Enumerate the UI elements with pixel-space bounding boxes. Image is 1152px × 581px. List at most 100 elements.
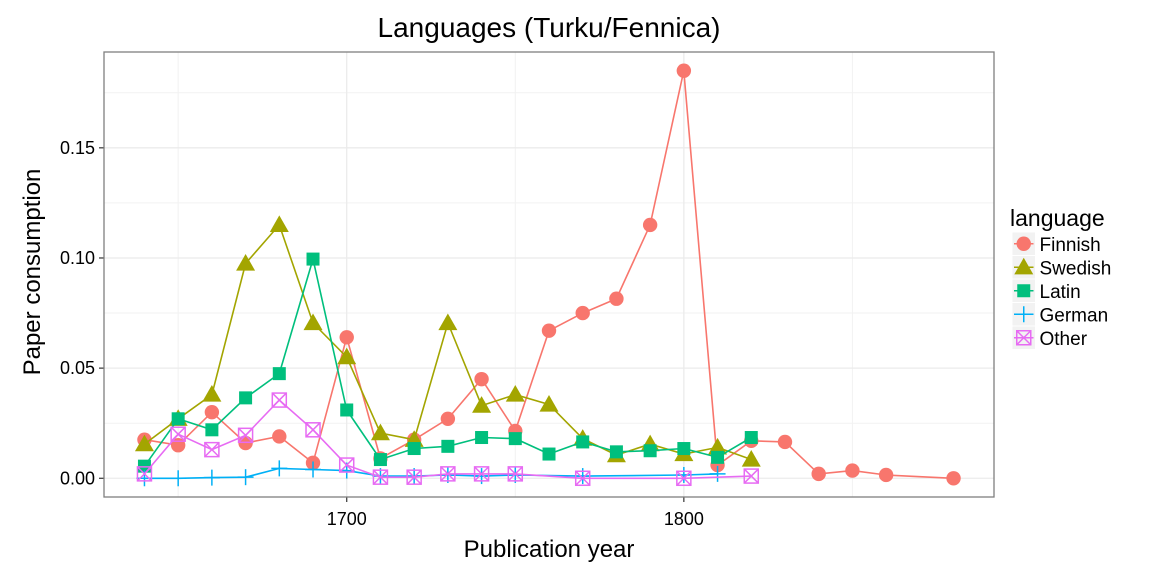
data-point-latin (508, 432, 522, 446)
marker-box (237, 427, 254, 444)
data-point-swedish (505, 385, 525, 402)
series-other (136, 392, 760, 487)
data-point-swedish (741, 450, 761, 467)
marker-circle (575, 305, 590, 321)
marker-x2 (676, 470, 692, 486)
y-tick-label: 0.10 (60, 248, 95, 268)
data-point-finnish (272, 429, 287, 444)
marker-circle (777, 434, 793, 450)
data-point-german (709, 465, 726, 482)
marker-square (744, 431, 758, 445)
marker-x2 (271, 392, 287, 408)
legend-label-german: German (1040, 305, 1109, 326)
x-axis-title: Publication year (464, 536, 635, 563)
data-point-finnish (541, 323, 557, 338)
data-point-latin (171, 412, 185, 426)
marker-triangle (438, 313, 458, 331)
marker-circle (609, 291, 624, 306)
x-tick-label: 1700 (327, 509, 367, 529)
marker-circle (676, 63, 692, 78)
legend-key-marker (1014, 257, 1034, 275)
marker-square (508, 432, 522, 446)
marker-circle (878, 467, 894, 483)
data-point-swedish (539, 394, 559, 412)
data-point-german (203, 469, 220, 486)
x-tick-label: 1800 (664, 509, 704, 529)
legend-key-marker (1016, 236, 1031, 251)
marker-square (711, 450, 725, 464)
data-point-finnish (575, 305, 590, 321)
marker-square (677, 442, 691, 456)
plot-border (103, 51, 995, 498)
data-point-latin (272, 367, 286, 381)
data-point-other (237, 427, 254, 444)
data-point-finnish (474, 371, 489, 387)
marker-triangle (505, 385, 525, 402)
marker-circle (1016, 236, 1031, 251)
marker-triangle (303, 313, 323, 331)
marker-square (373, 453, 387, 467)
y-tick-label: 0.05 (60, 358, 95, 378)
marker-x2 (170, 426, 186, 442)
data-point-other (170, 426, 186, 442)
marker-box (473, 466, 490, 482)
data-point-german (170, 470, 187, 487)
legend-title: language (1010, 205, 1105, 231)
chart-title: Languages (Turku/Fennica) (378, 12, 721, 43)
data-point-finnish (676, 63, 692, 78)
data-point-latin (441, 439, 455, 453)
data-point-swedish (472, 396, 492, 413)
data-point-finnish (642, 217, 658, 233)
data-point-other (406, 469, 422, 485)
marker-square (542, 447, 556, 461)
marker-x2 (406, 469, 422, 485)
marker-circle (440, 411, 456, 426)
marker-triangle (134, 434, 154, 452)
marker-circle (946, 471, 961, 486)
marker-triangle (539, 394, 559, 412)
marker-square (340, 403, 354, 417)
legend-item-german: German (1011, 302, 1109, 327)
marker-square (475, 431, 489, 445)
data-point-latin (407, 442, 421, 456)
marker-box (406, 469, 422, 485)
marker-square (205, 423, 219, 437)
marker-square (407, 442, 421, 456)
marker-box (1016, 330, 1032, 346)
marker-box (136, 466, 153, 482)
data-point-german (271, 460, 288, 477)
data-point-german (305, 461, 322, 478)
marker-square (306, 252, 320, 266)
data-point-finnish (946, 471, 961, 486)
legend-item-finnish: Finnish (1011, 231, 1101, 256)
marker-square (239, 391, 253, 405)
data-point-latin (475, 431, 489, 445)
marker-triangle (1014, 257, 1034, 275)
data-point-finnish (878, 467, 894, 483)
marker-square (441, 439, 455, 453)
data-point-finnish (440, 411, 456, 426)
legend-key-marker (1017, 284, 1031, 298)
marker-x2 (372, 469, 388, 485)
marker-circle (642, 217, 658, 233)
marker-circle (845, 463, 860, 478)
marker-box (743, 468, 760, 484)
legend-label-latin: Latin (1040, 282, 1081, 303)
marker-box (271, 392, 288, 408)
marker-triangle (269, 215, 289, 233)
data-point-swedish (134, 434, 154, 452)
plot-area: 1700 1800 0.00 0.05 0.10 0.15 (60, 51, 995, 529)
data-point-latin (340, 403, 354, 417)
data-point-finnish (811, 466, 826, 482)
data-point-latin (711, 450, 725, 464)
marker-box (170, 426, 186, 442)
data-point-swedish (236, 253, 256, 271)
data-point-other (473, 466, 490, 482)
data-point-swedish (337, 347, 357, 365)
data-point-other (338, 457, 355, 473)
marker-circle (811, 466, 826, 482)
legend-label-swedish: Swedish (1040, 258, 1112, 279)
legend-key-marker (1016, 330, 1032, 346)
